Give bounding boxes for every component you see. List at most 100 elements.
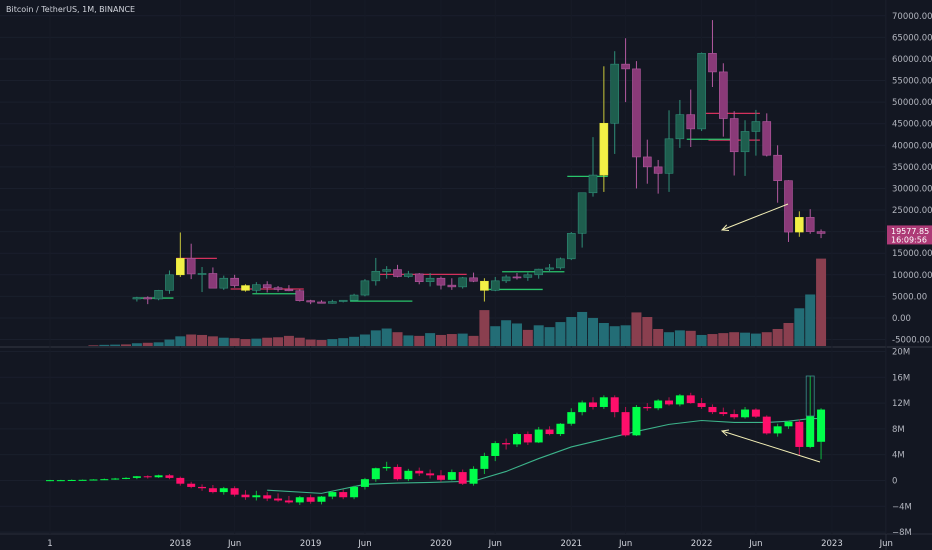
delta-candle-body bbox=[111, 478, 120, 480]
delta-candle-body bbox=[686, 395, 695, 404]
price-candle-body bbox=[751, 121, 761, 132]
price-candle-body bbox=[219, 277, 229, 289]
price-tick-label: 15000.00 bbox=[892, 249, 932, 259]
delta-candle-body bbox=[317, 496, 326, 502]
time-tick-label: Jun bbox=[357, 539, 371, 549]
price-tick-label: 45000.00 bbox=[892, 120, 932, 130]
price-candle-body bbox=[480, 280, 489, 291]
delta-candle-body bbox=[773, 426, 782, 434]
time-tick-label: Jun bbox=[879, 539, 893, 549]
delta-candle-body bbox=[436, 475, 445, 480]
delta-candle-body bbox=[241, 494, 250, 498]
volume-bar bbox=[218, 337, 229, 346]
delta-candle-body bbox=[393, 466, 402, 480]
countdown-label: 16:09:56 bbox=[891, 235, 927, 244]
time-tick-label: Jun bbox=[748, 539, 762, 549]
delta-candle-body bbox=[762, 416, 771, 434]
price-tick-label: 35000.00 bbox=[892, 163, 932, 173]
volume-bar bbox=[229, 338, 240, 346]
price-candle-body bbox=[469, 277, 478, 282]
price-candle-body bbox=[208, 273, 218, 289]
price-tick-label: 10000.00 bbox=[892, 271, 932, 281]
delta-candle-body bbox=[350, 486, 359, 498]
price-candle-body bbox=[262, 284, 272, 289]
volume-bar bbox=[262, 337, 273, 346]
volume-bar bbox=[501, 320, 512, 346]
volume-bar bbox=[609, 326, 620, 346]
price-candle-body bbox=[295, 290, 305, 301]
price-candle-body bbox=[588, 174, 598, 194]
delta-candle-body bbox=[675, 395, 684, 405]
delta-candle-body bbox=[263, 495, 272, 499]
price-candle-body bbox=[197, 273, 207, 275]
price-tick-label: 40000.00 bbox=[892, 141, 932, 151]
delta-candle-outline bbox=[805, 375, 815, 417]
price-candle-body bbox=[719, 71, 728, 119]
time-tick-label: 2022 bbox=[691, 539, 713, 549]
price-candle-body bbox=[414, 273, 424, 282]
volume-bar bbox=[588, 317, 598, 346]
delta-candle-body bbox=[621, 412, 630, 436]
delta-tick-label: 0 bbox=[892, 476, 897, 486]
delta-candle-body bbox=[643, 406, 652, 409]
volume-bar bbox=[294, 337, 305, 346]
volume-bar bbox=[316, 340, 327, 346]
delta-arrow-head bbox=[720, 429, 729, 437]
delta-candle-body bbox=[469, 468, 478, 484]
delta-tick-label: 12M bbox=[892, 399, 910, 409]
volume-bar bbox=[414, 335, 425, 346]
last-price-label: 19577.85 bbox=[891, 227, 929, 236]
volume-bars bbox=[88, 258, 827, 346]
delta-candle-body bbox=[208, 488, 217, 493]
price-candle-body bbox=[349, 294, 359, 301]
volume-bar bbox=[403, 335, 414, 346]
volume-bar bbox=[349, 336, 360, 346]
price-candle-body bbox=[697, 53, 706, 130]
price-candle-body bbox=[773, 154, 782, 181]
delta-candle-body bbox=[741, 409, 750, 418]
price-tick-label: 30000.00 bbox=[892, 184, 932, 194]
delta-candle-body bbox=[230, 488, 239, 495]
price-candle-body bbox=[523, 274, 533, 278]
price-candle-body bbox=[599, 122, 609, 176]
price-candle-body bbox=[393, 269, 402, 277]
price-tick-label: 0.00 bbox=[892, 314, 911, 324]
delta-candle-body bbox=[534, 429, 543, 443]
price-tick-label: 65000.00 bbox=[892, 33, 932, 43]
price-candle-body bbox=[686, 114, 696, 130]
volume-bar bbox=[175, 336, 186, 346]
price-arrow bbox=[721, 203, 789, 231]
price-candle-body bbox=[816, 231, 826, 234]
time-tick-label: 2018 bbox=[169, 539, 191, 549]
delta-candle-body bbox=[284, 500, 293, 503]
time-tick-label: 2020 bbox=[430, 539, 452, 549]
volume-bar bbox=[142, 342, 153, 346]
time-tick-label: Jun bbox=[488, 539, 502, 549]
price-candle-body bbox=[338, 299, 348, 302]
delta-candle-body bbox=[295, 497, 304, 503]
delta-candle-body bbox=[404, 470, 413, 480]
delta-candle-body bbox=[132, 476, 141, 478]
price-tick-label: 60000.00 bbox=[892, 55, 932, 65]
volume-bar bbox=[761, 332, 772, 346]
delta-candle-body bbox=[458, 472, 467, 484]
price-candle-body bbox=[317, 301, 326, 304]
volume-bar bbox=[446, 334, 457, 346]
delta-candle-body bbox=[719, 412, 728, 415]
delta-arrow bbox=[721, 430, 821, 463]
price-candle-body bbox=[512, 276, 522, 279]
price-candle-body bbox=[252, 284, 261, 291]
delta-candle-body bbox=[599, 397, 608, 407]
volume-bar bbox=[283, 335, 294, 346]
volume-bar bbox=[555, 322, 566, 346]
volume-bar bbox=[153, 342, 164, 346]
volume-bar bbox=[338, 338, 349, 346]
delta-candle-body bbox=[556, 423, 565, 435]
time-tick-label: 2023 bbox=[821, 539, 843, 549]
delta-candle-body bbox=[274, 498, 283, 501]
volume-bar bbox=[533, 325, 544, 346]
price-candle-body bbox=[762, 121, 772, 156]
volume-bar bbox=[99, 344, 110, 346]
